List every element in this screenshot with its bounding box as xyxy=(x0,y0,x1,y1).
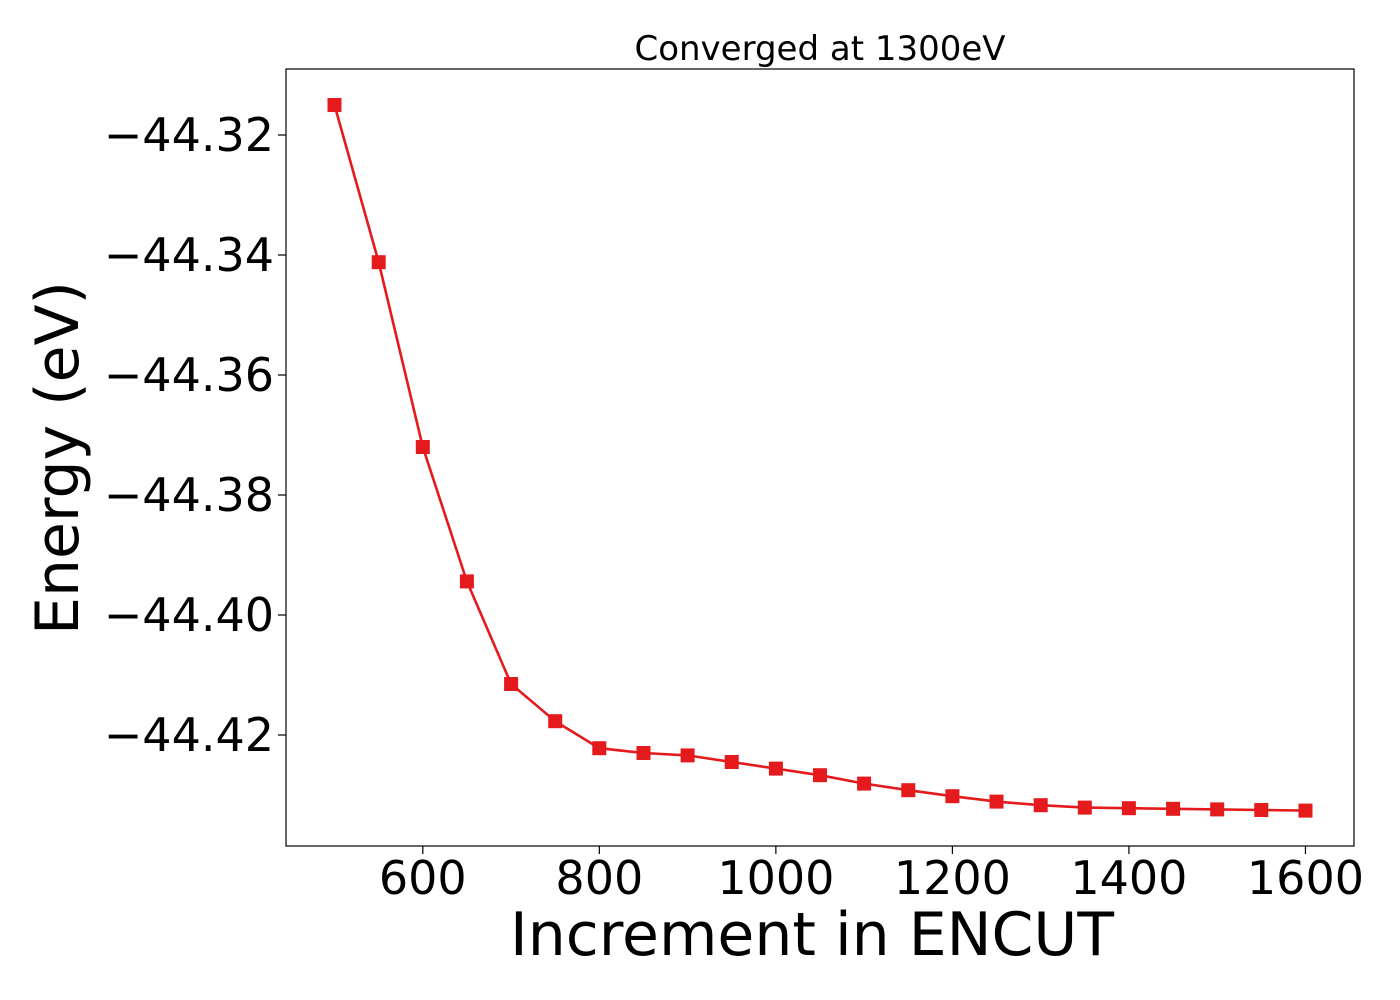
y-tick-label: −44.38 xyxy=(104,468,274,522)
data-point-marker xyxy=(768,761,783,776)
plot-frame xyxy=(285,68,1355,847)
x-tick-label: 800 xyxy=(555,851,643,905)
x-tick-label: 1000 xyxy=(717,851,834,905)
data-point-marker xyxy=(1077,800,1092,815)
y-axis-ticks: −44.32 −44.34 −44.36 −44.38 −44.40 −44.42 xyxy=(104,108,286,762)
y-tick-label: −44.32 xyxy=(104,108,274,162)
data-point-marker xyxy=(1033,798,1048,813)
chart-title: Converged at 1300eV xyxy=(634,29,1005,69)
data-point-marker xyxy=(945,789,960,804)
x-tick-label: 1600 xyxy=(1247,851,1364,905)
y-tick-label: −44.40 xyxy=(104,588,274,642)
data-point-marker xyxy=(636,746,651,760)
data-point-marker xyxy=(371,255,386,270)
data-point-marker xyxy=(1121,801,1136,816)
y-axis-label: Energy (eV) xyxy=(23,281,93,635)
data-point-marker xyxy=(504,677,519,691)
data-point-marker xyxy=(989,794,1004,809)
data-point-marker xyxy=(1298,803,1313,818)
series-line xyxy=(333,104,1306,812)
series-layer xyxy=(327,98,1313,818)
data-point-marker xyxy=(592,741,607,756)
x-axis-ticks: 600 800 1000 1200 1400 1600 xyxy=(379,846,1364,905)
data-point-marker xyxy=(415,440,430,454)
y-tick-label: −44.42 xyxy=(104,708,274,762)
data-point-marker xyxy=(857,776,872,791)
x-tick-label: 600 xyxy=(379,851,467,905)
data-point-marker xyxy=(1210,802,1225,817)
data-point-marker xyxy=(813,768,827,783)
x-axis-label: Increment in ENCUT xyxy=(510,900,1114,970)
x-tick-label: 1200 xyxy=(894,851,1011,905)
data-point-marker xyxy=(1254,803,1269,817)
data-point-marker xyxy=(459,574,474,589)
data-point-marker xyxy=(724,755,739,769)
data-point-marker xyxy=(901,783,916,798)
data-point-marker xyxy=(327,98,342,112)
data-point-marker xyxy=(680,748,695,763)
x-tick-label: 1400 xyxy=(1070,851,1187,905)
data-point-marker xyxy=(1166,801,1181,816)
data-point-marker xyxy=(548,714,563,729)
y-tick-label: −44.36 xyxy=(104,348,274,402)
y-tick-label: −44.34 xyxy=(104,228,274,282)
